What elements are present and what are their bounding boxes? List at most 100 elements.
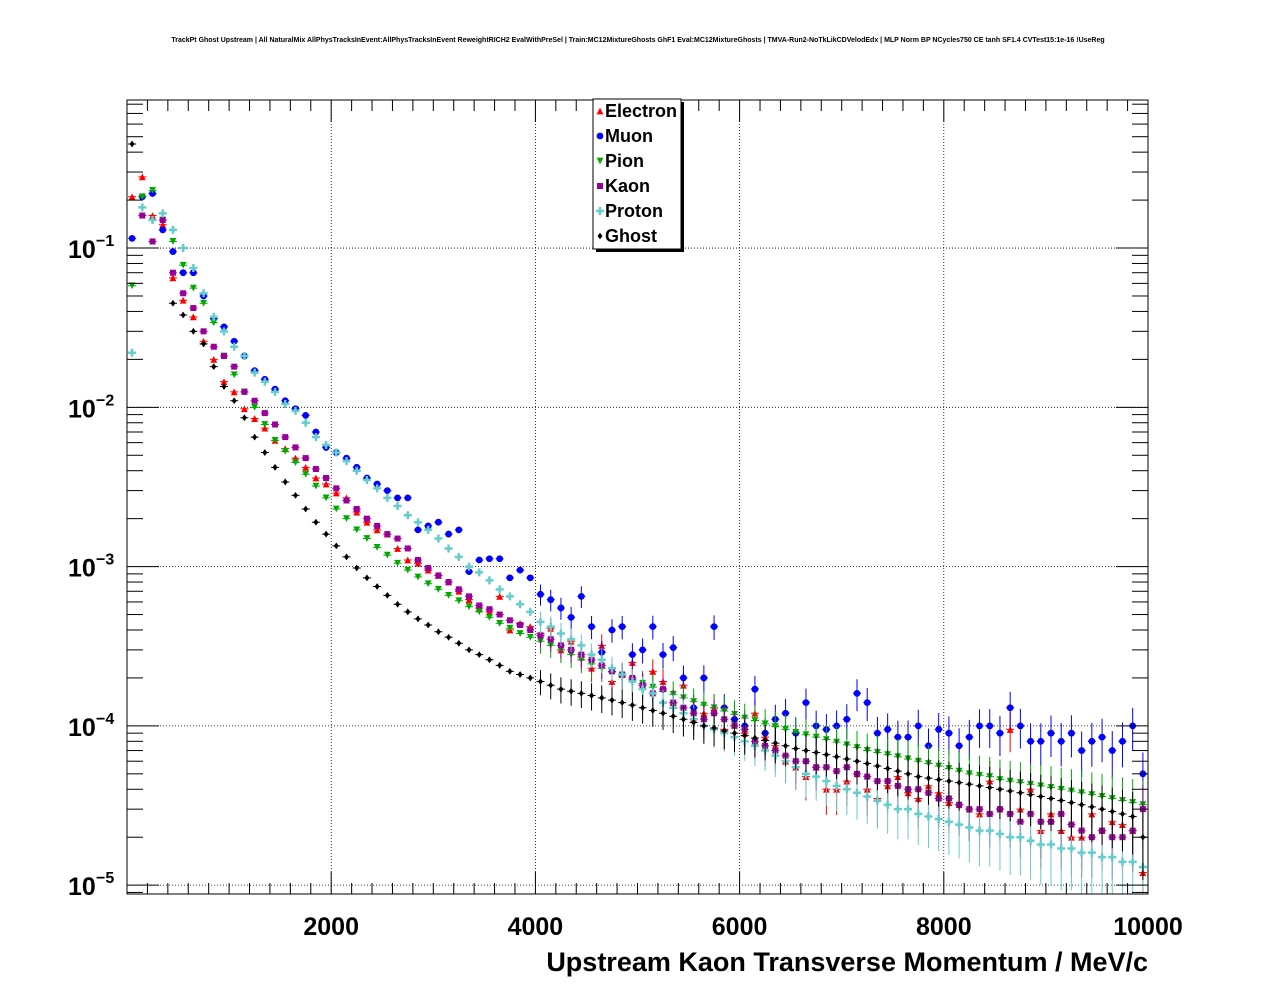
data-point — [129, 140, 135, 148]
data-point — [413, 518, 422, 527]
x-tick-label: 6000 — [712, 913, 768, 941]
data-point — [854, 757, 860, 765]
data-point — [772, 739, 778, 747]
x-axis-label: Upstream Kaon Transverse Momentum / MeV/… — [546, 947, 1148, 977]
data-point — [271, 436, 279, 444]
data-point — [189, 269, 197, 277]
data-point — [628, 651, 636, 659]
data-point — [1130, 813, 1136, 820]
error-bar — [1118, 789, 1127, 852]
series-ghost — [128, 140, 1147, 881]
data-point — [823, 751, 829, 759]
data-point — [640, 704, 646, 712]
data-point — [782, 709, 789, 717]
data-point — [946, 777, 952, 785]
data-point — [506, 624, 514, 632]
data-point — [893, 805, 902, 814]
series-pion — [128, 187, 1147, 842]
x-tick-label: 2000 — [303, 913, 359, 941]
error-bar — [1108, 731, 1117, 778]
data-point — [342, 457, 351, 466]
data-point — [1118, 857, 1127, 866]
data-point — [628, 677, 637, 686]
data-point — [475, 556, 483, 564]
series-electron — [128, 173, 1147, 894]
data-point — [374, 583, 380, 590]
data-point — [138, 173, 146, 181]
data-point — [496, 619, 504, 627]
data-point — [354, 564, 360, 572]
data-point — [405, 608, 411, 616]
data-point — [537, 632, 544, 639]
data-point — [272, 463, 278, 471]
data-point — [762, 737, 768, 744]
data-point — [475, 608, 483, 616]
data-point — [1036, 840, 1045, 849]
data-point — [220, 378, 228, 386]
data-point — [577, 592, 585, 600]
data-point — [149, 212, 156, 219]
data-point — [445, 579, 452, 586]
data-point — [751, 717, 759, 724]
error-bar — [924, 758, 933, 805]
data-point — [445, 530, 453, 538]
data-point — [710, 623, 718, 631]
data-point — [976, 722, 983, 730]
data-point — [353, 505, 360, 512]
legend-entry-ghost: Ghost — [597, 226, 657, 246]
data-point — [1078, 747, 1086, 754]
svg-text:10: 10 — [68, 873, 96, 901]
data-point — [363, 515, 370, 522]
data-point — [803, 747, 809, 754]
data-point — [914, 722, 922, 730]
legend-label: Proton — [605, 201, 663, 221]
data-point — [985, 826, 994, 835]
data-point — [323, 530, 329, 538]
legend-entry-pion: Pion — [596, 151, 644, 171]
data-point — [210, 355, 218, 363]
data-point — [322, 440, 331, 449]
data-point — [895, 767, 901, 775]
data-point — [344, 553, 350, 561]
data-point — [251, 397, 258, 404]
data-point — [425, 621, 431, 629]
data-point — [333, 485, 340, 492]
error-bar — [965, 804, 974, 863]
data-point — [210, 343, 217, 350]
data-point — [190, 305, 197, 312]
data-point — [465, 596, 473, 604]
data-point — [241, 414, 247, 422]
data-point — [526, 574, 534, 582]
legend-entry-kaon: Kaon — [597, 176, 650, 196]
data-point — [1088, 737, 1096, 745]
data-point — [660, 709, 666, 717]
data-point — [414, 557, 421, 564]
data-point — [822, 777, 831, 786]
data-point — [180, 311, 186, 319]
data-point — [925, 774, 931, 782]
data-point — [476, 651, 482, 659]
error-bar — [1098, 785, 1107, 846]
data-point — [322, 480, 330, 488]
data-point — [281, 399, 290, 408]
data-point — [1037, 737, 1045, 745]
data-point — [230, 337, 238, 345]
data-point — [455, 597, 463, 605]
legend-marker — [597, 183, 603, 189]
legend: Electron Muon Pion Kaon Proton Ghost — [592, 98, 684, 252]
data-point — [189, 313, 197, 321]
error-bar — [1138, 810, 1147, 881]
data-point — [393, 502, 402, 511]
data-point — [230, 388, 238, 396]
data-point — [363, 535, 371, 542]
data-point — [149, 238, 156, 245]
data-point — [863, 792, 872, 801]
data-point — [128, 193, 136, 201]
data-point — [965, 733, 973, 741]
data-point — [1006, 833, 1015, 842]
legend-entry-proton: Proton — [596, 201, 663, 221]
data-point — [844, 755, 850, 763]
data-point — [618, 623, 626, 631]
data-point — [200, 299, 207, 307]
